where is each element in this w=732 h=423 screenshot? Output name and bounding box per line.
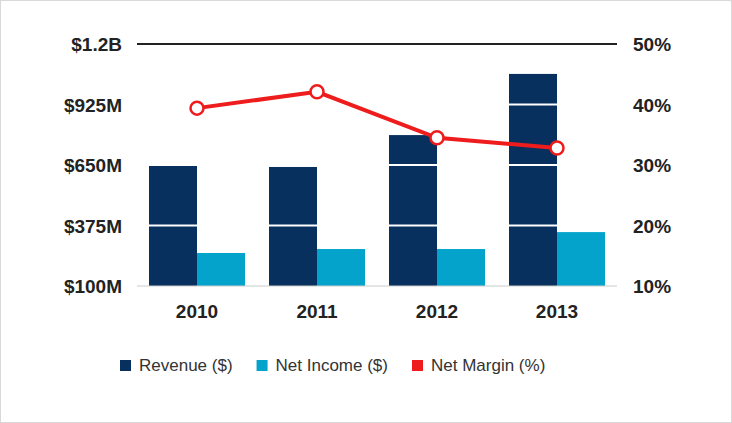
- y-tick-label: $925M: [64, 95, 122, 116]
- plot-area: [149, 74, 605, 286]
- bar: [389, 135, 437, 286]
- marker: [551, 142, 564, 155]
- legend-label: Revenue ($): [139, 356, 233, 375]
- grid: [137, 44, 617, 286]
- marker: [431, 131, 444, 144]
- legend-swatch: [257, 360, 268, 371]
- baseline: [137, 286, 617, 287]
- x-tick-label: 2010: [176, 301, 218, 322]
- bar: [509, 74, 557, 286]
- bar: [317, 249, 365, 286]
- bar: [557, 232, 605, 286]
- y-tick-label: $375M: [64, 216, 122, 237]
- y2-tick-label: 30%: [633, 155, 671, 176]
- y2-tick-label: 50%: [633, 34, 671, 55]
- y2-tick-label: 20%: [633, 216, 671, 237]
- legend-swatch: [120, 360, 131, 371]
- bar: [197, 253, 245, 286]
- line: [197, 92, 557, 148]
- x-tick-label: 2012: [416, 301, 458, 322]
- y2-tick-label: 10%: [633, 276, 671, 297]
- grid-line: [137, 164, 617, 166]
- y-tick-label: $650M: [64, 155, 122, 176]
- legend: Revenue ($) Net Income ($) Net Margin (%): [120, 356, 545, 375]
- legend-swatch: [412, 360, 423, 371]
- chart: $100M $375M $650M $925M $1.2B 10% 20% 30% 40% 50%…: [0, 0, 732, 423]
- grid-line: [137, 225, 617, 227]
- y-tick-label: $100M: [64, 276, 122, 297]
- grid-line: [137, 43, 617, 45]
- line-group: [191, 85, 564, 154]
- x-tick-label: 2011: [296, 301, 338, 322]
- chart-container: $100M $375M $650M $925M $1.2B 10% 20% 30% 40% 50%…: [0, 0, 732, 423]
- y2-tick-label: 40%: [633, 95, 671, 116]
- bar: [437, 249, 485, 286]
- marker: [311, 85, 324, 98]
- x-tick-label: 2013: [536, 301, 578, 322]
- y-tick-label: $1.2B: [71, 34, 122, 55]
- legend-label: Net Margin (%): [431, 356, 545, 375]
- legend-label: Net Income ($): [276, 356, 388, 375]
- marker: [191, 102, 204, 115]
- chart-border: [1, 1, 732, 423]
